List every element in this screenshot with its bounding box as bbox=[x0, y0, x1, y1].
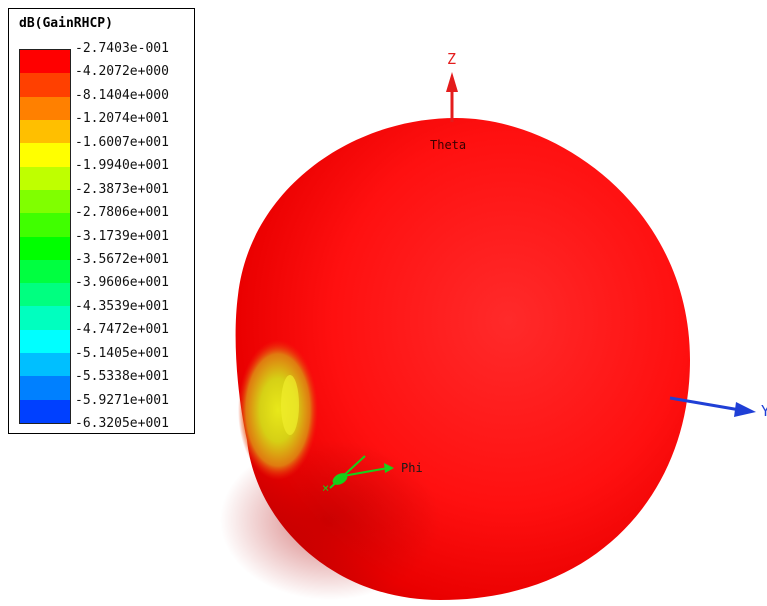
phi-axis: × Phi bbox=[322, 455, 423, 495]
legend-tick-label: -5.9271e+001 bbox=[75, 392, 169, 408]
legend-swatch bbox=[20, 259, 70, 284]
color-legend: dB(GainRHCP) -2.7403e-001 -4.2072e+000 -8.… bbox=[8, 8, 195, 434]
z-axis-label: Z bbox=[447, 50, 456, 68]
legend-swatch bbox=[20, 143, 70, 167]
z-axis: Z bbox=[446, 50, 458, 122]
y-axis-label: Y bbox=[761, 402, 767, 420]
legend-swatch bbox=[20, 283, 70, 307]
legend-tick-label: -4.7472e+001 bbox=[75, 322, 169, 338]
legend-tick-label: -4.3539e+001 bbox=[75, 298, 169, 314]
legend-tick-label: -1.6007e+001 bbox=[75, 134, 169, 150]
legend-tick-label: -1.2074e+001 bbox=[75, 111, 169, 127]
legend-swatch bbox=[20, 213, 70, 237]
legend-swatch bbox=[20, 119, 70, 144]
legend-tick-label: -3.1739e+001 bbox=[75, 228, 169, 244]
legend-swatch bbox=[20, 96, 70, 120]
y-axis: Y bbox=[669, 396, 767, 420]
theta-label: Theta bbox=[430, 138, 466, 152]
legend-swatch bbox=[20, 236, 70, 260]
legend-swatch bbox=[20, 166, 70, 190]
legend-tick-label: -6.3205e+001 bbox=[75, 416, 169, 431]
legend-swatch bbox=[20, 353, 70, 377]
legend-tick-label: -1.9940e+001 bbox=[75, 158, 169, 174]
pattern-null-region bbox=[238, 340, 318, 480]
legend-swatch bbox=[20, 329, 70, 354]
legend-tick-label: -2.3873e+001 bbox=[75, 181, 169, 197]
legend-tick-label: -2.7403e-001 bbox=[75, 41, 169, 56]
legend-tick-label: -3.5672e+001 bbox=[75, 251, 169, 267]
legend-tick-label: -4.2072e+000 bbox=[75, 64, 169, 80]
legend-swatch bbox=[20, 399, 70, 423]
legend-swatch bbox=[20, 73, 70, 97]
origin-cross-icon: × bbox=[322, 481, 329, 495]
legend-tick-label: -8.1404e+000 bbox=[75, 87, 169, 103]
legend-swatch bbox=[20, 189, 70, 214]
legend-tick-label: -3.9606e+001 bbox=[75, 275, 169, 291]
legend-colorbar bbox=[19, 49, 71, 424]
pattern-null-highlight bbox=[281, 375, 299, 435]
legend-title: dB(GainRHCP) bbox=[19, 16, 113, 31]
legend-swatch bbox=[20, 50, 70, 74]
phi-label: Phi bbox=[401, 461, 423, 475]
legend-tick-label: -2.7806e+001 bbox=[75, 205, 169, 221]
legend-swatch bbox=[20, 376, 70, 400]
legend-swatch bbox=[20, 306, 70, 330]
pattern-shading bbox=[220, 440, 440, 600]
legend-tick-label: -5.1405e+001 bbox=[75, 345, 169, 361]
legend-tick-label: -5.5338e+001 bbox=[75, 369, 169, 385]
